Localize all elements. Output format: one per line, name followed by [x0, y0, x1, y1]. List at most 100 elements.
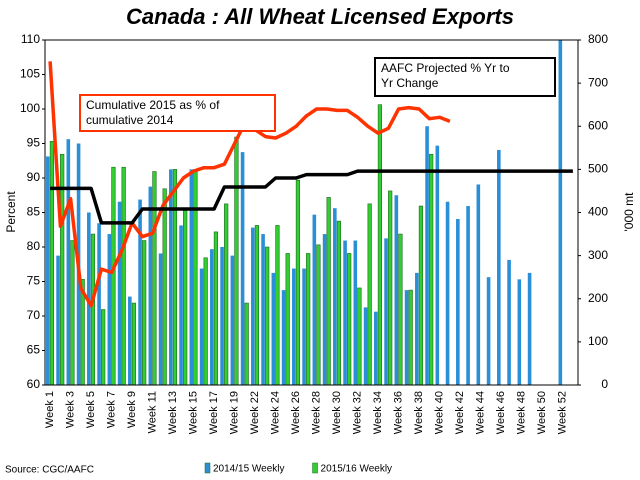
bar	[271, 272, 276, 385]
bar	[224, 203, 229, 385]
bar	[398, 233, 403, 385]
annotation-box	[374, 57, 556, 97]
bar	[162, 188, 167, 385]
bar	[388, 190, 393, 385]
bar	[486, 277, 491, 385]
y-tick-label: 75	[27, 274, 41, 288]
bar	[333, 208, 337, 385]
y2-tick-label: 600	[588, 118, 608, 132]
bar	[336, 220, 342, 385]
bar	[357, 287, 362, 385]
y-tick-label: 70	[27, 308, 41, 322]
annotation-text: Cumulative 2015 as % of	[86, 98, 220, 112]
bar	[142, 240, 147, 385]
bar	[90, 233, 96, 385]
legend-label: 2014/15 Weekly	[213, 464, 285, 475]
y-tick-label: 95	[27, 136, 41, 150]
bar	[466, 206, 470, 385]
bar	[66, 139, 71, 385]
bar	[158, 253, 163, 385]
y2-tick-label: 200	[588, 291, 608, 305]
y-tick-label: 105	[20, 67, 40, 81]
y2-tick-label: 500	[588, 162, 608, 176]
bar	[117, 201, 122, 385]
x-tick-label: Week 15	[188, 391, 200, 434]
x-tick-label: Week 1	[44, 391, 56, 428]
line	[50, 169, 573, 225]
x-tick-label: Week 19	[229, 391, 241, 434]
bar	[80, 279, 85, 385]
x-tick-label: Week 46	[495, 391, 507, 434]
bar	[415, 272, 419, 385]
x-tick-label: Week 26	[290, 391, 302, 434]
y-tick-label: 85	[27, 205, 41, 219]
x-tick-label: Week 17	[208, 391, 220, 434]
x-tick-label: Week 28	[311, 391, 323, 434]
bar	[60, 153, 65, 385]
bar	[213, 231, 219, 385]
y2-tick-label: 0	[601, 377, 608, 391]
x-tick-label: Week 48	[516, 391, 528, 434]
bar	[234, 136, 239, 385]
x-tick-label: Week 30	[331, 391, 343, 434]
y-tick-label: 60	[27, 377, 41, 391]
bar	[46, 156, 50, 385]
bar	[281, 290, 286, 385]
y2-tick-label: 300	[588, 248, 608, 262]
bar	[445, 201, 450, 385]
bar	[193, 169, 198, 385]
bar	[394, 195, 399, 385]
chart-title: Canada : All Wheat Licensed Exports	[126, 4, 514, 29]
bar	[322, 234, 327, 385]
x-tick-label: Week 32	[352, 391, 364, 434]
bar	[265, 246, 270, 385]
x-tick-label: Week 36	[393, 391, 405, 434]
y2-axis-label: '000 mt	[622, 192, 636, 232]
y2-tick-label: 100	[588, 334, 608, 348]
bar	[210, 249, 214, 385]
source: Source: CGC/AAFC	[5, 465, 94, 476]
bar	[367, 203, 372, 385]
bar	[244, 302, 249, 385]
bar	[169, 169, 173, 385]
bar	[97, 223, 101, 385]
bar	[172, 169, 178, 385]
bar	[363, 307, 368, 385]
annotation-text: AAFC Projected % Yr to	[381, 61, 510, 75]
bar	[384, 238, 388, 385]
bar	[404, 290, 409, 385]
bar	[425, 126, 429, 385]
bar	[121, 166, 126, 385]
bar	[343, 240, 347, 385]
bar	[152, 171, 157, 385]
x-tick-label: Week 50	[536, 391, 548, 434]
bar	[456, 218, 460, 385]
bar	[418, 205, 424, 385]
x-tick-label: Week 34	[372, 391, 384, 434]
bar	[326, 197, 331, 385]
x-tick-label: Week 44	[475, 391, 487, 434]
x-tick-label: Week 5	[85, 391, 97, 428]
x-tick-label: Week 7	[106, 391, 118, 428]
y2-tick-label: 800	[588, 32, 608, 46]
bar	[476, 184, 481, 385]
bar	[128, 296, 132, 385]
bar	[408, 289, 413, 385]
bar	[230, 255, 235, 385]
x-tick-label: Week 52	[557, 391, 569, 434]
y-tick-label: 80	[27, 239, 41, 253]
y-axis-label: Percent	[4, 191, 18, 233]
x-tick-label: Week 22	[249, 391, 261, 434]
bar	[107, 234, 112, 385]
bar	[183, 210, 188, 385]
bar	[517, 279, 522, 385]
legend-swatch	[312, 462, 318, 474]
bar	[189, 169, 194, 385]
bar	[302, 268, 306, 385]
bar	[56, 255, 60, 385]
x-tick-label: Week 11	[147, 391, 159, 433]
bar	[70, 240, 75, 385]
y2-tick-label: 400	[588, 205, 608, 219]
bar	[295, 179, 301, 385]
